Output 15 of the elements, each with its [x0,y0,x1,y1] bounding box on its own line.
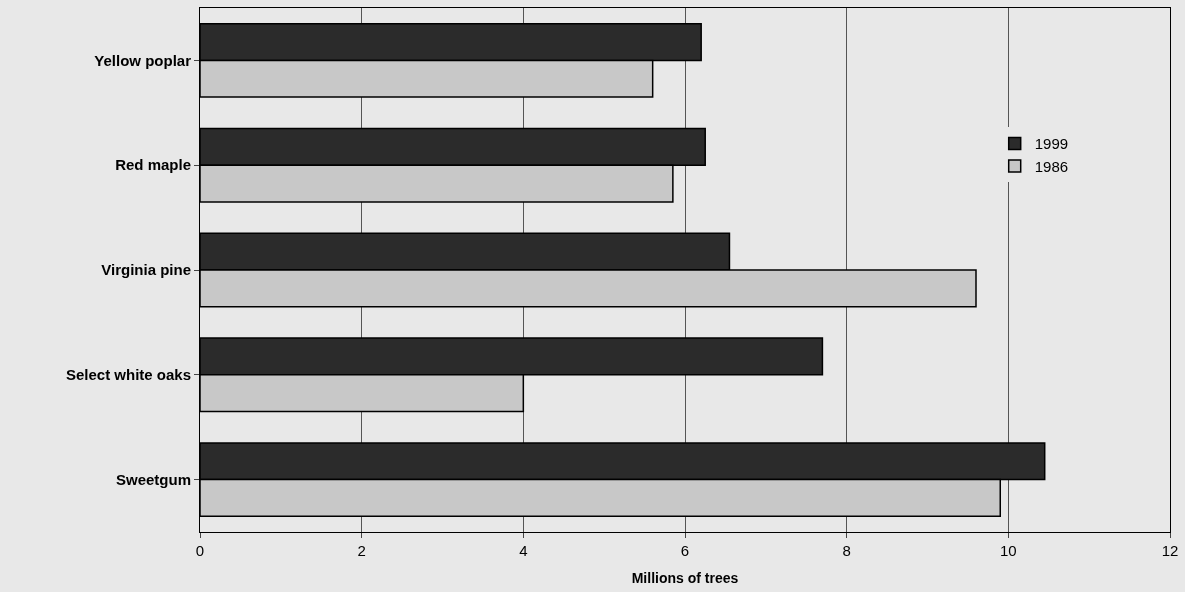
x-tick-label: 4 [519,542,528,559]
x-tick-label: 6 [680,542,690,559]
y-tick-label: Yellow poplar [94,51,192,69]
x-tick-label: 8 [842,542,851,559]
y-tick-label: Sweetgum [115,470,191,488]
x-axis-title: Millions of trees [631,570,739,587]
y-tick-label: Red maple [115,156,191,174]
x-tick-label: 10 [999,542,1017,559]
y-tick-label: Virginia pine [101,261,191,279]
x-tick-label: 0 [195,542,205,559]
y-tick-label: Select white oaks [65,366,191,384]
legend-label: 1986 [1034,157,1069,175]
x-tick-label: 2 [357,542,366,559]
legend-label: 1999 [1034,135,1069,153]
x-tick-label: 12 [1161,542,1179,559]
